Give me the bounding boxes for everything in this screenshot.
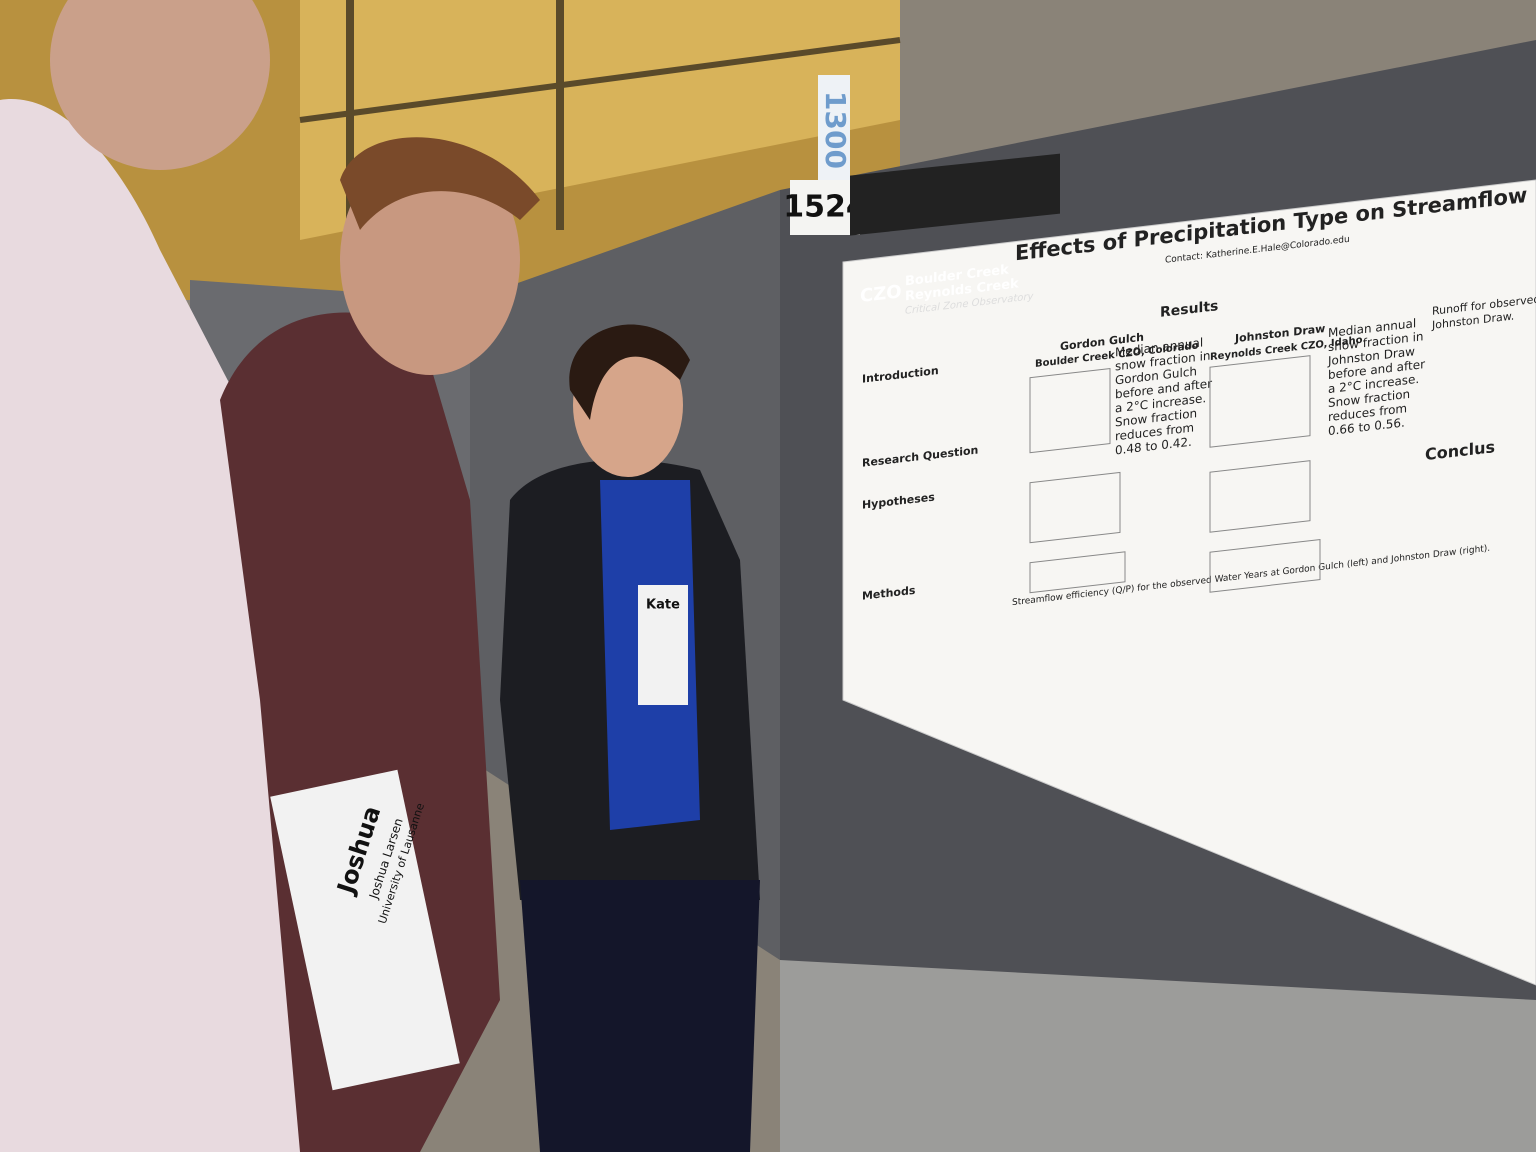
badge: [270, 769, 460, 1091]
aisle-sign: [818, 75, 850, 185]
logo-bg: [850, 153, 1060, 236]
section-heading: Results: [1160, 298, 1218, 321]
booth-sign: [790, 180, 860, 235]
logo-mark: CZO: [860, 281, 902, 307]
figure: [1209, 355, 1311, 448]
figure: [1209, 460, 1311, 533]
badge-name: Kate: [646, 598, 680, 613]
figure: [1029, 551, 1126, 594]
figure: [1209, 539, 1321, 593]
person-right-pants: [520, 880, 760, 1152]
person-middle-hair: [340, 137, 540, 230]
section-heading: Methods: [862, 584, 916, 603]
person-left-head: [50, 0, 270, 170]
person-right-hair: [569, 324, 690, 420]
badge: [638, 585, 688, 705]
figure: [1029, 471, 1121, 544]
figure: [1029, 367, 1111, 454]
poster: [842, 179, 1536, 986]
aisle-number: 1300: [819, 91, 852, 169]
beam: [299, 37, 901, 123]
poster-figures: [1029, 355, 1321, 594]
